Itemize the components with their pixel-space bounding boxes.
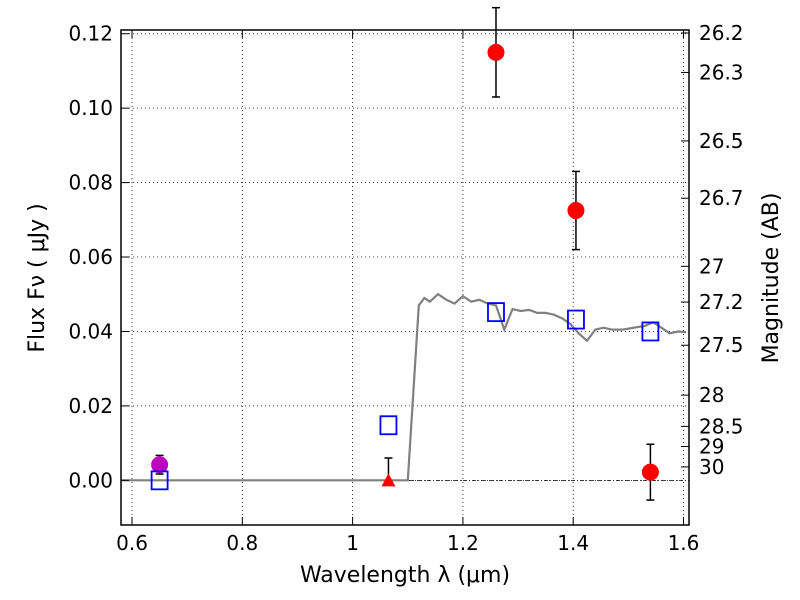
plot-frame xyxy=(120,29,690,526)
x-tick-label: 1.4 xyxy=(557,531,589,555)
y-axis-left-label: Flux Fν ( μJy ) xyxy=(25,203,50,352)
data-point-circle xyxy=(641,463,659,481)
y-axis-right-label: Magnitude (AB) xyxy=(759,193,784,364)
x-tick-label: 1 xyxy=(346,531,359,555)
data-point-triangle xyxy=(381,473,396,487)
right-tick-label: 26.5 xyxy=(699,129,744,153)
y-tick-label: 0.00 xyxy=(68,468,113,492)
y-tick-label: 0.12 xyxy=(68,22,113,46)
data-markers xyxy=(150,6,660,501)
right-tick-label: 28 xyxy=(699,383,724,407)
data-point-circle xyxy=(487,43,505,61)
data-point-square xyxy=(379,415,398,436)
data-point-square xyxy=(641,321,660,342)
x-tick-label: 0.6 xyxy=(116,531,148,555)
x-tick-label: 1.6 xyxy=(668,531,700,555)
data-point-circle xyxy=(151,456,169,474)
data-point-square xyxy=(487,302,505,323)
y-tick-label: 0.02 xyxy=(68,394,113,418)
right-tick-label: 26.7 xyxy=(699,186,744,210)
y-tick-label: 0.04 xyxy=(68,319,113,343)
model-spectrum xyxy=(121,292,687,482)
right-tick-label: 30 xyxy=(699,455,724,479)
grid-lines xyxy=(121,30,689,525)
right-tick-label: 27 xyxy=(699,254,724,278)
x-axis-label: Wavelength λ (μm) xyxy=(300,563,510,588)
right-tick-label: 26.3 xyxy=(699,60,744,84)
right-tick-label: 28.5 xyxy=(699,414,744,438)
spectrum-line xyxy=(121,292,687,482)
axis-ticks: 0.6 0.8 1 1.2 1.4 1.6 0.00 0.02 0.04 0.06 0.08 0.10… xyxy=(68,21,743,555)
data-point-square xyxy=(567,309,585,330)
y-tick-label: 0.08 xyxy=(68,171,113,195)
data-point-circle xyxy=(567,202,585,220)
right-tick-label: 27.2 xyxy=(699,290,744,314)
right-tick-label: 27.5 xyxy=(699,333,744,357)
data-point-square xyxy=(150,470,169,491)
right-tick-label: 29 xyxy=(699,434,724,458)
x-tick-label: 1.2 xyxy=(447,531,479,555)
x-tick-label: 0.8 xyxy=(226,531,258,555)
right-tick-label: 26.2 xyxy=(699,21,744,45)
y-tick-label: 0.06 xyxy=(68,245,113,269)
y-tick-label: 0.10 xyxy=(68,96,113,120)
